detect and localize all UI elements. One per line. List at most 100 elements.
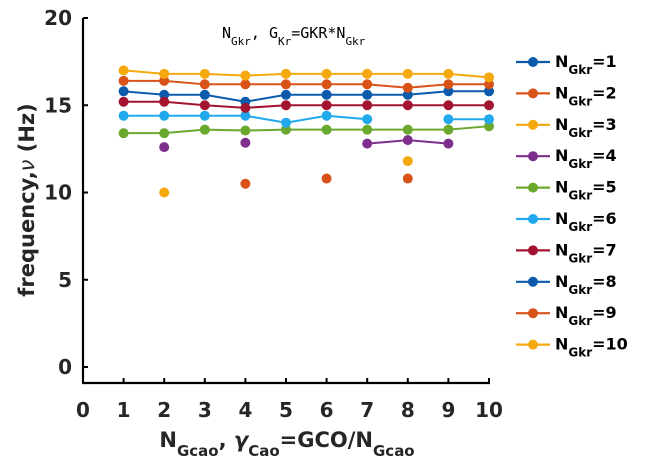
data-point [402,68,413,79]
data-point [362,68,373,79]
x-tick-label: 1 [117,398,131,422]
data-point [402,124,413,135]
x-tick-label: 0 [76,398,90,422]
legend-label: NGkr=4 [555,146,617,171]
series-line [123,125,490,135]
data-point [443,100,454,111]
data-point [362,114,373,125]
series-line [123,90,489,103]
data-point [321,124,332,135]
data-point [118,128,129,139]
data-point [240,70,251,81]
data-point [118,86,129,97]
legend-label: NGkr=8 [555,272,617,297]
data-point [199,124,210,135]
y-tick-label: 5 [58,268,72,292]
y-tick-label: 0 [58,355,72,379]
legend-label: NGkr=3 [555,115,617,140]
data-point [484,121,494,132]
data-point [199,110,210,121]
data-point [281,89,291,100]
data-point [443,68,454,79]
legend-label: NGkr=2 [555,83,617,108]
data-point [199,89,210,100]
data-point [362,79,373,90]
legend: NGkr=1 NGkr=2 NGkr=3 NGkr=4 NGkr=5 NGkr=6 NGkr… [516,52,628,360]
data-point [281,117,291,128]
data-point [159,68,170,79]
chart-title: NGkr, GKr=GKR*NGkr [222,24,366,48]
data-point [321,79,332,90]
legend-marker [528,339,538,350]
data-point [402,82,413,93]
legend-label: NGkr=6 [555,209,617,234]
series-line [123,79,489,89]
data-point [402,100,413,111]
data-point [199,68,210,79]
legend-item: NGkr=6 [516,209,617,234]
series-gkr-10 [159,156,413,198]
legend-item: NGkr=8 [516,272,617,297]
data-point [362,89,373,100]
data-point [159,142,170,153]
y-tick-label: 10 [44,181,72,205]
data-point [199,79,210,90]
data-point [159,187,170,198]
y-tick-label: 20 [44,6,72,30]
data-point [281,68,291,79]
x-axis-title: NGcao, γCao=GCO/NGcao [159,428,414,460]
legend-item: NGkr=7 [516,240,617,265]
legend-label: NGkr=1 [555,52,617,77]
x-tick-label: 7 [360,398,374,422]
x-tick-label: 4 [238,398,252,422]
data-point [118,110,129,121]
legend-label: NGkr=7 [555,240,617,265]
data-point [321,110,332,121]
x-tick-label: 5 [279,398,293,422]
legend-label: NGkr=10 [555,335,628,360]
ticks: 0 1 2 3 4 5 6 7 8 9 10 0 5 10 15 20 [44,6,503,422]
data-point [402,89,413,100]
data-point [240,137,251,148]
data-point [240,110,251,121]
x-tick-label: 9 [441,398,455,422]
data-point [281,100,291,111]
legend-item: NGkr=2 [516,83,617,108]
legend-label: NGkr=9 [555,303,617,328]
data-point [159,110,170,121]
data-point [443,79,454,90]
y-axis-title: frequency,ν (Hz) [15,103,39,296]
data-point [484,114,494,125]
legend-label: NGkr=5 [555,178,617,203]
data-point [321,173,332,184]
data-point [484,86,494,97]
data-point [199,100,210,111]
data-point [443,124,454,135]
series-line [123,69,490,79]
legend-item: NGkr=1 [516,52,617,77]
series-gkr-5 [118,121,494,139]
data-point [402,135,413,146]
x-tick-label: 6 [320,398,334,422]
x-tick-label: 10 [475,398,503,422]
data-point [118,65,129,76]
data-point [443,86,454,97]
data-point [443,138,454,149]
data-point [240,79,251,90]
series-gkr-1 [118,86,494,107]
data-point [443,114,454,125]
plot-area [118,65,494,198]
series-gkr-3 [118,65,494,83]
legend-item: NGkr=4 [516,146,617,171]
legend-marker [528,57,538,67]
data-point [159,89,170,100]
series-gkr-6 [118,110,494,128]
legend-item: NGkr=9 [516,303,617,328]
data-point [281,124,291,135]
data-point [240,125,251,136]
data-point [484,72,494,83]
series-gkr-7 [118,96,494,113]
data-point [240,102,251,113]
data-point [321,68,332,79]
